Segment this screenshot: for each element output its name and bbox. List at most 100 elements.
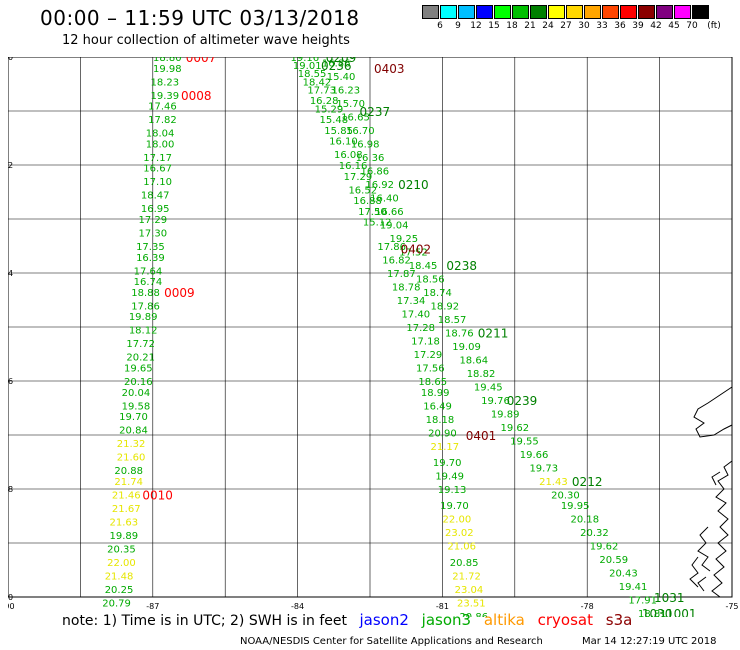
swh-value: 16.86	[361, 166, 390, 177]
swh-value: 16.74	[134, 277, 163, 288]
swh-value: 19.58	[122, 401, 151, 412]
swh-value: 18.45	[409, 261, 438, 272]
scale-swatch	[494, 5, 511, 19]
swh-value: 19.01	[293, 61, 322, 72]
swh-value: 18.12	[129, 326, 158, 337]
swh-value: 18.55	[298, 69, 327, 80]
swh-value: 16.36	[356, 153, 385, 164]
scale-label: 39	[632, 21, 644, 31]
swh-value: 21.72	[452, 571, 481, 582]
swh-value: 20.43	[609, 569, 638, 580]
swh-value: 15.48	[319, 115, 348, 126]
swh-value: 16.98	[351, 139, 380, 150]
swh-value: 19.04	[380, 220, 409, 231]
swh-value: 19.41	[619, 582, 648, 593]
swh-value: 17.82	[148, 115, 177, 126]
swh-value: 20.25	[105, 585, 134, 596]
swh-value: 16.40	[370, 193, 399, 204]
swh-value: 18.82	[467, 369, 496, 380]
swh-value: 17.86	[131, 301, 160, 312]
swh-value: 19.95	[561, 501, 590, 512]
satellite-legend: jason2 jason3 altika cryosat s3a	[351, 611, 632, 629]
swh-value: 19.09	[452, 342, 481, 353]
swh-value: 19.70	[119, 412, 148, 423]
swh-value: 21.74	[114, 477, 143, 488]
scale-label: 27	[560, 21, 572, 31]
swh-value: 18.47	[141, 191, 170, 202]
scale-swatch	[656, 5, 673, 19]
swh-value: 20.88	[114, 466, 143, 477]
color-scale-legend: 6 9 12 15 18 21 24 27 30 33 36 39 42 45 70 (ft)	[422, 5, 728, 33]
swh-value: 20.32	[580, 528, 609, 539]
time-marker: 0010	[142, 488, 173, 502]
satellite-label: cryosat	[532, 611, 593, 629]
swh-value: 17.46	[148, 102, 177, 113]
time-marker: 0007	[186, 57, 217, 65]
swh-value: 17.17	[143, 153, 172, 164]
scale-unit: (ft)	[707, 21, 721, 31]
time-marker: 0209	[326, 57, 357, 65]
longitude-label: -81	[436, 602, 449, 611]
swh-value: 17.30	[138, 229, 167, 240]
swh-value: 17.28	[406, 323, 435, 334]
longitude-label: -90	[8, 602, 15, 611]
swh-value: 19.16	[291, 57, 320, 64]
swh-value: 20.59	[599, 555, 628, 566]
time-marker: 1001	[666, 607, 697, 617]
swh-value: 16.49	[423, 401, 452, 412]
time-marker: 1030	[642, 607, 673, 617]
swh-value: 23.51	[457, 598, 486, 609]
swh-value: 18.81	[638, 609, 667, 617]
swh-value: 17.18	[411, 337, 440, 348]
credit-text: NOAA/NESDIS Center for Satellite Applica…	[240, 636, 543, 647]
swh-value: 20.86	[459, 612, 488, 617]
swh-value: 19.39	[151, 91, 180, 102]
satellite-label: jason2	[359, 611, 409, 629]
swh-value: 16.52	[348, 185, 377, 196]
swh-value: 21.60	[117, 453, 146, 464]
swh-value: 19.13	[438, 485, 467, 496]
swh-value: 18.23	[151, 77, 180, 88]
latitude-label: -40	[8, 57, 13, 62]
scale-label: 36	[614, 21, 626, 31]
longitude-label: -75	[725, 602, 738, 611]
swh-value: 21.43	[539, 477, 568, 488]
swh-value: 15.85	[324, 126, 353, 137]
swh-value: 19.49	[435, 472, 464, 483]
scale-swatch	[422, 5, 439, 19]
latitude-label: -44	[8, 269, 13, 278]
scale-label: 9	[455, 21, 461, 31]
scale-swatch	[692, 5, 709, 19]
swh-value: 18.92	[430, 301, 459, 312]
swh-value: 15.29	[315, 104, 344, 115]
satellite-label: jason3	[416, 611, 472, 629]
swh-value: 19.89	[110, 531, 139, 542]
latitude-label: -46	[8, 377, 13, 386]
swh-value: 19.45	[474, 382, 503, 393]
swh-value: 23.04	[455, 585, 484, 596]
swh-value: 21.46	[112, 490, 141, 501]
swh-value: 19.25	[389, 234, 418, 245]
scale-swatch	[548, 5, 565, 19]
scale-label: 12	[470, 21, 482, 31]
swh-value: 16.65	[341, 112, 370, 123]
swh-value: 16.70	[346, 126, 375, 137]
scale-swatch	[530, 5, 547, 19]
swh-value: 20.79	[102, 598, 131, 609]
time-marker: 0236	[321, 59, 352, 73]
time-marker: 0239	[507, 394, 538, 408]
swh-value: 20.04	[122, 388, 151, 399]
timestamp-text: Mar 14 12:27:19 UTC 2018	[582, 636, 717, 647]
swh-value: 21.48	[105, 571, 134, 582]
time-marker: 0403	[374, 62, 405, 76]
coastline	[689, 386, 733, 598]
longitude-label: -78	[581, 602, 594, 611]
scale-label: 70	[686, 21, 698, 31]
time-marker: 0210	[398, 178, 429, 192]
scale-swatch	[512, 5, 529, 19]
time-marker: 1031	[654, 591, 685, 605]
coastline-segment	[689, 556, 699, 588]
swh-value: 17.86	[377, 242, 406, 253]
scale-swatch	[584, 5, 601, 19]
